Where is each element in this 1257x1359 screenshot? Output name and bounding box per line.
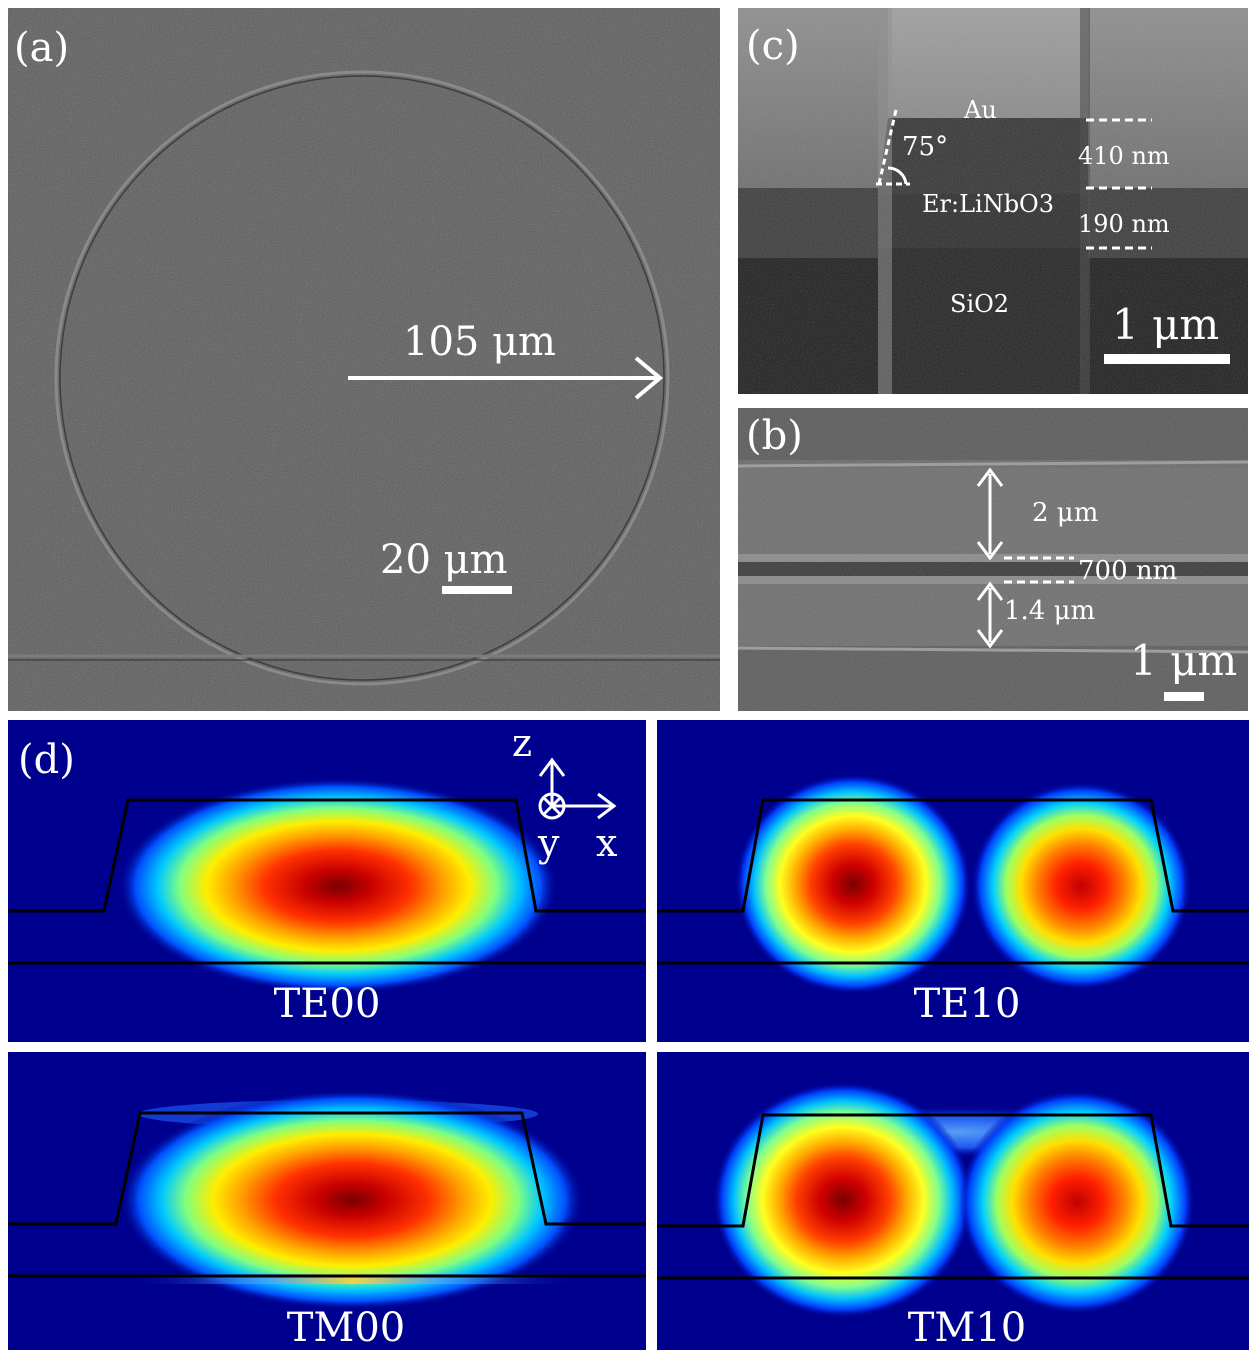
axis-x-label: x	[596, 821, 618, 865]
te00-title: TE00	[273, 981, 381, 1027]
te10-lobe-left	[735, 774, 971, 994]
te10-field-map	[657, 774, 1249, 994]
panel-c-sem-cross-section: (c) Au 75° Er:LiNbO3 410 nm 190 nm SiO2 …	[738, 8, 1248, 394]
tm00-mode-field	[120, 1090, 584, 1310]
gap-label: 700 nm	[1078, 556, 1178, 586]
microring-graphic	[8, 8, 720, 711]
thickness-bottom-label: 190 nm	[1078, 210, 1170, 238]
te10-ridge-outline	[657, 798, 1249, 913]
mode-profile-tm10: TM10	[657, 1052, 1249, 1350]
y-axis-into-page	[538, 792, 566, 820]
radius-label: 105 μm	[403, 319, 556, 365]
panel-a-scale-label: 20 μm	[380, 537, 508, 583]
radius-arrowhead	[634, 356, 664, 400]
tm00-field-map	[8, 1090, 646, 1310]
panel-c-label: (c)	[746, 23, 800, 69]
width-top-label: 2 μm	[1032, 498, 1099, 528]
mode-profile-te10: TE10	[657, 720, 1249, 1042]
angle-label: 75°	[902, 132, 949, 162]
tm10-field-map	[657, 1082, 1249, 1318]
mode-profile-tm00: TM00	[8, 1052, 646, 1350]
tm00-title: TM00	[286, 1305, 406, 1350]
panel-b-scale-bar	[1164, 692, 1204, 701]
te10-lobe-right	[971, 782, 1191, 990]
tm00-ridge-outline	[8, 1111, 646, 1226]
panel-b-label: (b)	[746, 413, 803, 459]
au-layer-label: Au	[964, 96, 997, 124]
te00-mode-field	[118, 778, 558, 994]
sidewall-guide	[877, 109, 898, 185]
tm10-lobe-left	[713, 1082, 973, 1318]
panel-b-scale-label: 1 μm	[1130, 636, 1238, 685]
microring	[54, 70, 670, 686]
panel-c-scale-bar	[1104, 354, 1230, 364]
panel-a-scale-bar	[442, 586, 512, 594]
panel-b-sem-top-view: (b) 2 μm 700 nm 1.4 μm 1 μm	[738, 408, 1248, 711]
angle-arc	[887, 166, 908, 185]
ln-layer-label: Er:LiNbO3	[922, 190, 1054, 218]
te00-field-map	[8, 757, 646, 994]
waveguide-top-graphic	[738, 408, 1248, 711]
te10-title: TE10	[913, 981, 1021, 1027]
cross-section-graphic	[738, 8, 1248, 394]
mode-profile-te00: (d) z y x TE00	[8, 720, 646, 1042]
panel-a-label: (a)	[14, 25, 70, 71]
panel-d-label: (d)	[18, 737, 75, 783]
sio2-layer-label: SiO2	[950, 290, 1010, 318]
tm10-title: TM10	[907, 1305, 1027, 1350]
tm10-ridge-outline	[657, 1113, 1249, 1228]
te00-ridge-outline	[8, 798, 646, 913]
thickness-top-label: 410 nm	[1078, 142, 1170, 170]
axis-z-label: z	[512, 721, 533, 765]
panel-c-scale-label: 1 μm	[1112, 300, 1220, 349]
panel-a-sem-image: (a) 105 μm 20 μm	[8, 8, 720, 711]
tm10-lobe-right	[959, 1090, 1195, 1314]
axis-y-label: y	[538, 821, 560, 865]
width-bottom-label: 1.4 μm	[1004, 596, 1096, 626]
